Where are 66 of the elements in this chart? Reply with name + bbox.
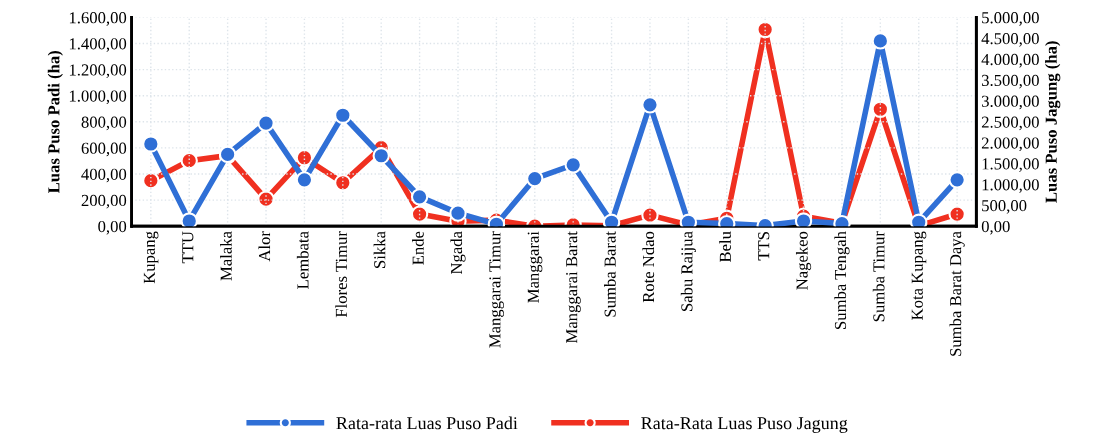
point <box>871 32 890 50</box>
point <box>794 212 813 227</box>
x-tick-label: Manggarai Barat <box>566 231 581 344</box>
x-tick-label: TTS <box>758 232 770 261</box>
x-tick-label: Kupang <box>143 231 159 284</box>
x-tick-label: Sikka <box>373 231 386 268</box>
x-tick-label: Kota Kupang <box>911 231 927 320</box>
y2-tick-label: 3.000,00 <box>981 95 1039 110</box>
point <box>948 171 966 189</box>
point <box>410 188 429 206</box>
x-tick-label: Ende <box>412 231 424 265</box>
x-tick-label: Nagekeo <box>795 231 812 290</box>
point <box>948 205 966 223</box>
point <box>526 169 544 188</box>
x-tick-label: Flores Timur <box>335 231 347 318</box>
x-tick-label: Lembata <box>296 231 309 289</box>
point <box>334 106 352 124</box>
x-tick-label: Ngada <box>450 231 466 275</box>
point <box>910 213 928 227</box>
x-tick-label: Alor <box>258 231 271 262</box>
y-tick-label: 1.600,00 <box>69 12 127 26</box>
y-tick-label: 0,00 <box>98 220 127 235</box>
y2-tick-label: 500,00 <box>982 200 1027 214</box>
y-tick-label: 400,00 <box>81 168 127 183</box>
x-tick-label: Manggarai Timur <box>489 231 504 348</box>
point <box>564 156 582 174</box>
y2-tick-label: 3.500,00 <box>981 74 1039 89</box>
legend-label: Rata-rata Luas Puso Padi <box>336 416 518 430</box>
y-tick-label: 200,00 <box>81 194 127 209</box>
y2-tick-label: 5.000,00 <box>982 12 1039 26</box>
y-tick-label: 1.400,00 <box>69 38 127 52</box>
y-tick-label: 1.200,00 <box>69 64 127 78</box>
x-tick-label: Sumba Barat Daya <box>949 231 965 356</box>
y-tick-label: 600,00 <box>81 142 127 157</box>
point <box>334 174 352 192</box>
x-tick-label: Sumba Tengah <box>834 231 850 329</box>
x-tick-label: Belu <box>719 231 731 263</box>
point <box>257 114 275 132</box>
y2-axis-title: Luas Puso Jagung (ha) <box>1045 41 1061 203</box>
point <box>295 149 314 167</box>
y2-tick-label: 4.500,00 <box>981 32 1039 47</box>
y2-tick-label: 1.500,00 <box>982 158 1039 172</box>
y2-tick-label: 2.500,00 <box>981 116 1039 131</box>
point <box>372 147 390 165</box>
y-tick-label: 1.000,00 <box>69 90 127 105</box>
y-tick-label: 800,00 <box>81 116 127 131</box>
y-axis-title: Luas Puso Padi (ha) <box>47 50 63 194</box>
x-tick-label: Rote Ndao <box>642 231 655 303</box>
y2-tick-label: 2.000,00 <box>981 137 1039 152</box>
point <box>602 213 621 227</box>
point <box>449 204 467 222</box>
x-tick-label: TTU <box>182 231 194 264</box>
y2-tick-label: 1.000,00 <box>982 179 1039 193</box>
point <box>142 135 160 153</box>
point <box>142 172 160 190</box>
y2-tick-label: 0,00 <box>981 220 1010 235</box>
x-tick-label: Sumba Timur <box>872 231 885 322</box>
legend-label: Rata-Rata Luas Puso Jagung <box>641 417 848 433</box>
point <box>180 212 198 227</box>
y2-tick-label: 4.000,00 <box>981 53 1039 68</box>
x-tick-label: Sumba Barat <box>604 231 616 317</box>
point <box>641 206 659 224</box>
point <box>641 96 659 114</box>
x-tick-label: Sabu Raijua <box>680 231 696 311</box>
x-tick-label: Malaka <box>220 231 232 281</box>
x-tick-label: Manggarai <box>527 231 543 303</box>
